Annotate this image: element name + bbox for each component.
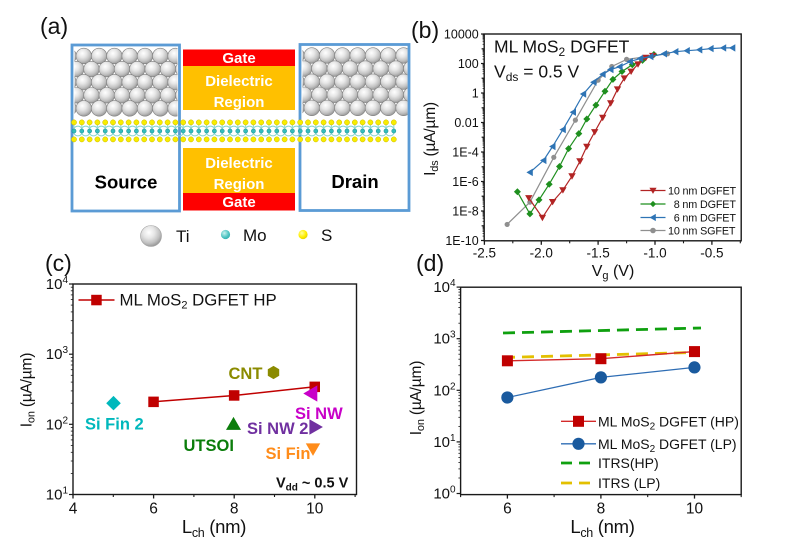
svg-text:Lch (nm): Lch (nm) <box>182 516 246 540</box>
svg-text:Ion (µA/µm): Ion (µA/µm) <box>19 353 38 427</box>
svg-text:-2.5: -2.5 <box>473 245 496 260</box>
svg-text:Gate: Gate <box>222 50 255 67</box>
svg-text:(c): (c) <box>45 250 72 276</box>
svg-text:Dielectric: Dielectric <box>205 155 273 172</box>
svg-text:104: 104 <box>46 275 69 293</box>
svg-text:8: 8 <box>230 500 239 517</box>
svg-text:ML MoS2 DGFET HP: ML MoS2 DGFET HP <box>120 291 277 312</box>
svg-text:CNT: CNT <box>229 365 263 383</box>
svg-text:Region: Region <box>214 176 265 193</box>
svg-text:1E-4: 1E-4 <box>452 146 478 160</box>
svg-text:-0.5: -0.5 <box>700 245 723 260</box>
svg-text:Lch (nm): Lch (nm) <box>570 516 634 540</box>
svg-text:(b): (b) <box>411 17 439 43</box>
svg-text:101: 101 <box>46 486 69 504</box>
svg-text:102: 102 <box>433 381 456 399</box>
svg-text:ML MoS2 DGFET: ML MoS2 DGFET <box>494 37 630 60</box>
svg-text:8 nm DGFET: 8 nm DGFET <box>668 199 736 211</box>
svg-text:Vg (V): Vg (V) <box>592 263 635 282</box>
svg-text:6: 6 <box>503 500 512 517</box>
svg-text:104: 104 <box>433 278 456 296</box>
svg-text:Vds = 0.5 V: Vds = 0.5 V <box>494 62 580 85</box>
svg-text:1E-10: 1E-10 <box>445 234 478 248</box>
svg-text:103: 103 <box>433 330 456 348</box>
svg-text:Si NW 2: Si NW 2 <box>247 420 308 438</box>
svg-text:8: 8 <box>597 500 606 517</box>
svg-text:Region: Region <box>214 94 265 111</box>
svg-text:101: 101 <box>433 433 456 451</box>
svg-text:Ids (µA/µm): Ids (µA/µm) <box>422 102 441 176</box>
svg-text:Gate: Gate <box>222 194 255 211</box>
svg-text:100: 100 <box>433 485 456 503</box>
svg-text:10: 10 <box>686 500 704 517</box>
svg-text:ITRS (LP): ITRS (LP) <box>598 475 660 491</box>
svg-text:1: 1 <box>472 87 479 101</box>
svg-text:10: 10 <box>306 500 324 517</box>
svg-text:-1.0: -1.0 <box>643 245 666 260</box>
svg-text:Ion (µA/µm): Ion (µA/µm) <box>408 361 427 435</box>
svg-text:10000: 10000 <box>444 28 479 42</box>
svg-text:Drain: Drain <box>331 171 378 192</box>
svg-text:Si Fin 2: Si Fin 2 <box>85 416 144 434</box>
svg-text:Vdd ~ 0.5 V: Vdd ~ 0.5 V <box>276 476 349 494</box>
svg-text:10 nm DGFET: 10 nm DGFET <box>668 186 736 198</box>
svg-text:-2.0: -2.0 <box>530 245 553 260</box>
svg-text:10 nm SGFET: 10 nm SGFET <box>668 226 736 238</box>
svg-text:UTSOI: UTSOI <box>184 437 234 455</box>
svg-text:ITRS(HP): ITRS(HP) <box>598 455 659 471</box>
svg-text:S: S <box>321 226 332 245</box>
svg-text:-1.5: -1.5 <box>586 245 609 260</box>
svg-text:102: 102 <box>46 415 69 433</box>
svg-text:Si NW: Si NW <box>295 405 343 423</box>
svg-text:Mo: Mo <box>243 226 267 245</box>
svg-text:ML MoS2 DGFET (LP): ML MoS2 DGFET (LP) <box>598 436 737 455</box>
svg-text:1E-8: 1E-8 <box>452 205 478 219</box>
svg-text:6 nm DGFET: 6 nm DGFET <box>668 213 736 225</box>
svg-text:Source: Source <box>95 172 158 193</box>
svg-text:0.01: 0.01 <box>454 116 478 130</box>
svg-text:4: 4 <box>69 500 78 517</box>
svg-text:103: 103 <box>46 345 69 363</box>
svg-text:1E-6: 1E-6 <box>452 175 478 189</box>
svg-text:Si Fin: Si Fin <box>266 445 311 463</box>
svg-text:Ti: Ti <box>176 227 190 246</box>
svg-text:ML MoS2 DGFET (HP): ML MoS2 DGFET (HP) <box>598 413 739 432</box>
svg-text:6: 6 <box>149 500 158 517</box>
svg-text:(a): (a) <box>40 13 68 39</box>
svg-text:100: 100 <box>458 57 479 71</box>
svg-text:(d): (d) <box>416 250 444 276</box>
svg-text:Dielectric: Dielectric <box>205 73 273 90</box>
